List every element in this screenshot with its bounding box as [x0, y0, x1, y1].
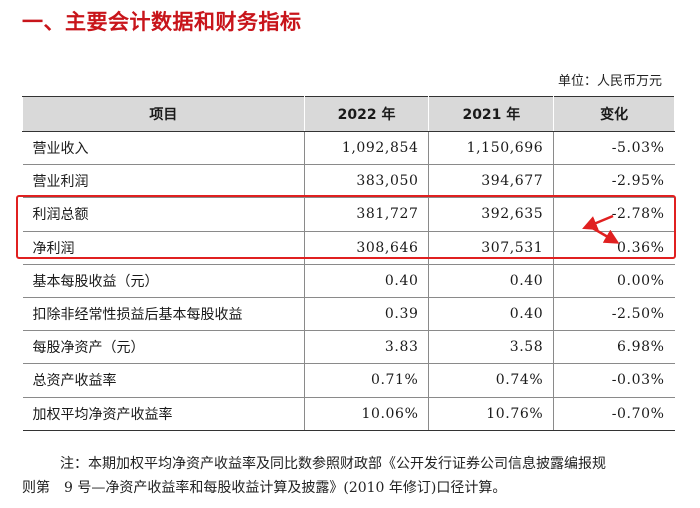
table-row: 加权平均净资产收益率 10.06% 10.76% -0.70% [22, 397, 675, 431]
row-change: -0.70% [553, 397, 675, 431]
row-item: 总资产收益率 [22, 363, 305, 398]
unit-label: 单位：人民币万元 [557, 74, 662, 89]
row-2021: 307,531 [428, 231, 555, 265]
row-2022: 0.71% [304, 363, 430, 398]
row-change: 6.98% [553, 330, 675, 365]
row-2021: 0.74% [428, 363, 555, 398]
red-arrows-icon [582, 214, 620, 244]
row-2021: 392,635 [428, 197, 555, 232]
table-header-row: 项目 2022 年 2021 年 变化 [22, 96, 675, 132]
row-2022: 383,050 [304, 164, 430, 199]
row-2021: 0.40 [428, 264, 555, 298]
row-2022: 0.39 [304, 297, 430, 332]
row-item: 利润总额 [22, 197, 305, 232]
table-row: 净利润 308,646 307,531 0.36% [22, 231, 675, 265]
row-change: -0.03% [553, 363, 675, 398]
header-2021: 2021 年 [428, 96, 555, 132]
row-item: 营业利润 [22, 164, 305, 199]
row-2021: 10.76% [428, 397, 555, 431]
row-change: 0.36% [553, 231, 675, 265]
row-item: 基本每股收益（元） [22, 264, 305, 298]
header-2022: 2022 年 [303, 96, 430, 132]
row-item: 营业收入 [22, 131, 305, 166]
table-row: 总资产收益率 0.71% 0.74% -0.03% [22, 363, 675, 398]
row-change: 0.00% [553, 264, 675, 298]
financial-table: 项目 2022 年 2021 年 变化 营业收入 1,092,854 1,150… [22, 96, 675, 431]
row-2022: 381,727 [304, 197, 430, 232]
row-2021: 1,150,696 [428, 131, 555, 166]
table-row: 利润总额 381,727 392,635 -2.78% [22, 197, 675, 232]
header-item: 项目 [22, 96, 305, 132]
row-item: 净利润 [22, 231, 305, 265]
table-row: 扣除非经常性损益后基本每股收益 0.39 0.40 -2.50% [22, 297, 675, 332]
row-2021: 3.58 [428, 330, 555, 365]
footnote-line-1: 注：本期加权平均净资产收益率及同比数参照财政部《公开发行证券公司信息披露编报规 [60, 456, 606, 472]
table-row: 每股净资产（元） 3.83 3.58 6.98% [22, 330, 675, 365]
header-change: 变化 [553, 96, 675, 132]
row-2022: 1,092,854 [304, 131, 430, 166]
table-row: 营业利润 383,050 394,677 -2.95% [22, 164, 675, 199]
row-item: 每股净资产（元） [22, 330, 305, 365]
row-item: 扣除非经常性损益后基本每股收益 [22, 297, 305, 332]
row-2022: 10.06% [304, 397, 430, 431]
row-change: -2.95% [553, 164, 675, 199]
footnote-line-2: 则第 9 号—净资产收益率和每股收益计算及披露》(2010 年修订)口径计算。 [22, 480, 507, 496]
table-row: 营业收入 1,092,854 1,150,696 -5.03% [22, 131, 675, 166]
row-2022: 308,646 [304, 231, 430, 265]
section-title: 一、主要会计数据和财务指标 [22, 10, 302, 34]
table-row: 基本每股收益（元） 0.40 0.40 0.00% [22, 264, 675, 298]
row-2022: 3.83 [304, 330, 430, 365]
row-item: 加权平均净资产收益率 [22, 397, 305, 431]
row-2022: 0.40 [304, 264, 430, 298]
row-2021: 394,677 [428, 164, 555, 199]
row-2021: 0.40 [428, 297, 555, 332]
footnote: 注：本期加权平均净资产收益率及同比数参照财政部《公开发行证券公司信息披露编报规 … [22, 452, 672, 500]
row-change: -5.03% [553, 131, 675, 166]
row-change: -2.50% [553, 297, 675, 332]
